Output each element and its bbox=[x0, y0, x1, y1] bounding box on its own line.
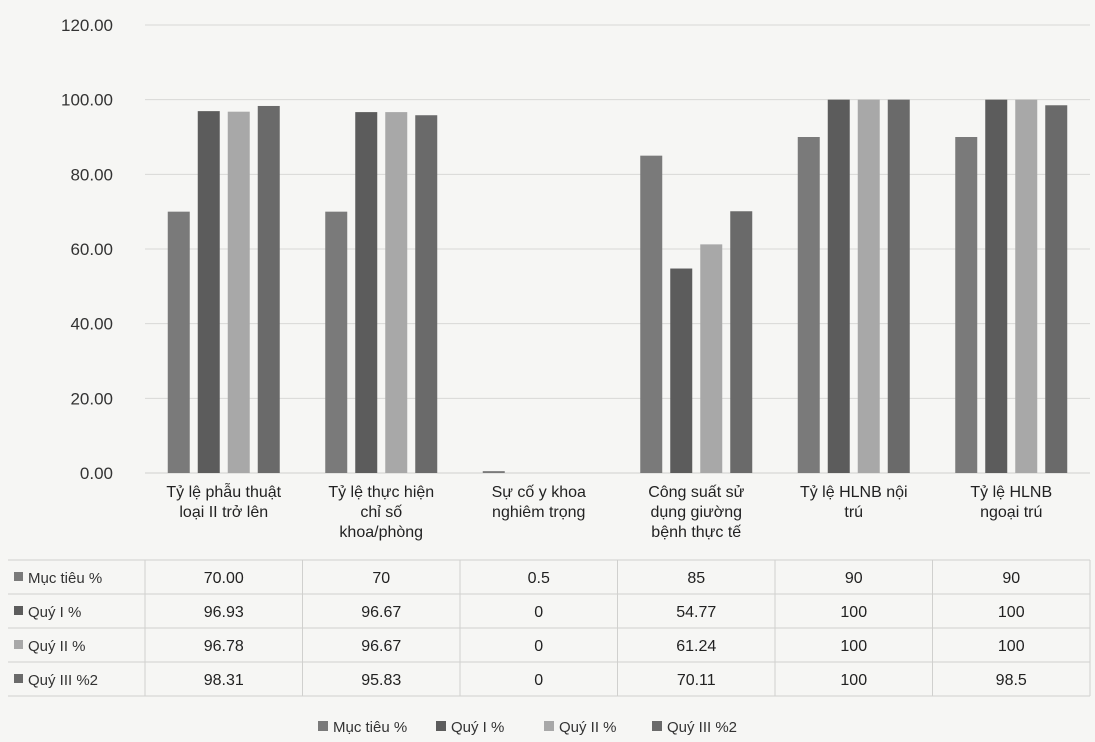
table-cell: 70.11 bbox=[677, 672, 716, 689]
bar bbox=[197, 111, 220, 474]
table-cell: 95.83 bbox=[361, 672, 401, 689]
legend-label: Quý III %2 bbox=[667, 719, 737, 736]
bars bbox=[167, 99, 1068, 474]
x-category-label: Tỷ lệ HLNB ngoại trú bbox=[970, 484, 1052, 521]
table-cell: 100 bbox=[998, 604, 1025, 621]
bar bbox=[700, 244, 723, 473]
bar bbox=[257, 105, 280, 473]
bar bbox=[415, 115, 438, 473]
x-category-label: Tỷ lệ HLNB nội trú bbox=[800, 484, 908, 521]
table-row-swatch bbox=[14, 640, 23, 649]
table-row-swatch bbox=[14, 606, 23, 615]
bar bbox=[640, 155, 663, 473]
table-row-swatch bbox=[14, 674, 23, 683]
bar bbox=[482, 471, 505, 473]
legend: Mục tiêu % Quý I % Quý II % Quý III %2 bbox=[318, 719, 737, 736]
y-tick-label: 100.00 bbox=[61, 91, 113, 110]
y-axis-ticks: 0.00 20.00 40.00 60.00 80.00 100.00 120.00 bbox=[61, 16, 113, 483]
y-tick-label: 20.00 bbox=[70, 389, 113, 408]
table-cell: 70.00 bbox=[204, 570, 244, 587]
bar bbox=[797, 137, 820, 473]
table-cell: 85 bbox=[687, 570, 705, 587]
bar bbox=[730, 211, 753, 474]
y-tick-label: 40.00 bbox=[70, 315, 113, 334]
bar bbox=[355, 112, 378, 473]
table-cell: 61.24 bbox=[676, 638, 716, 655]
data-table: Mục tiêu % 70.00 70 0.5 85 90 90 Quý I % 96.93 96… bbox=[8, 559, 1091, 697]
x-category-label: Công suất sử dụng giường bệnh thực tế bbox=[648, 484, 744, 541]
table-cell: 100 bbox=[998, 638, 1025, 655]
table-cell: 98.31 bbox=[204, 672, 244, 689]
bar bbox=[857, 99, 880, 474]
y-tick-label: 0.00 bbox=[80, 464, 113, 483]
legend-swatch bbox=[652, 721, 662, 731]
table-row-label: Quý I % bbox=[28, 604, 81, 621]
bar bbox=[385, 112, 408, 473]
bar bbox=[227, 111, 250, 474]
table-row-swatch bbox=[14, 572, 23, 581]
bar bbox=[985, 99, 1008, 474]
bar bbox=[325, 211, 348, 473]
bar bbox=[670, 268, 693, 473]
table-cell: 98.5 bbox=[996, 672, 1027, 689]
table-cell: 0 bbox=[534, 672, 543, 689]
bar bbox=[167, 211, 190, 473]
bar bbox=[1045, 105, 1068, 474]
bar bbox=[827, 99, 850, 474]
table-cell: 96.67 bbox=[361, 638, 401, 655]
table-cell: 0.5 bbox=[528, 570, 550, 587]
x-category-label: Tỷ lệ phẫu thuật loại II trở lên bbox=[166, 482, 281, 521]
table-row-label: Quý III %2 bbox=[28, 672, 98, 689]
table-cell: 90 bbox=[1002, 570, 1020, 587]
legend-label: Mục tiêu % bbox=[333, 719, 407, 736]
y-tick-label: 120.00 bbox=[61, 16, 113, 35]
legend-label: Quý II % bbox=[559, 719, 617, 736]
table-cell: 100 bbox=[840, 638, 867, 655]
legend-label: Quý I % bbox=[451, 719, 504, 736]
table-cell: 70 bbox=[372, 570, 390, 587]
table-cell: 96.93 bbox=[204, 604, 244, 621]
table-cell: 100 bbox=[840, 672, 867, 689]
legend-swatch bbox=[544, 721, 554, 731]
bar bbox=[955, 137, 978, 473]
x-category-label: Tỷ lệ thực hiện chỉ số khoa/phòng bbox=[328, 484, 434, 541]
table-cell: 96.78 bbox=[204, 638, 244, 655]
table-cell: 54.77 bbox=[676, 604, 716, 621]
bar bbox=[1015, 99, 1038, 474]
table-cell: 96.67 bbox=[361, 604, 401, 621]
table-cell: 0 bbox=[534, 638, 543, 655]
legend-swatch bbox=[318, 721, 328, 731]
gridlines bbox=[145, 24, 1090, 474]
table-row-label: Quý II % bbox=[28, 638, 86, 655]
table-cell: 0 bbox=[534, 604, 543, 621]
legend-swatch bbox=[436, 721, 446, 731]
bar bbox=[887, 99, 910, 474]
table-cell: 100 bbox=[840, 604, 867, 621]
y-tick-label: 80.00 bbox=[70, 165, 113, 184]
table-cell: 90 bbox=[845, 570, 863, 587]
y-tick-label: 60.00 bbox=[70, 240, 113, 259]
x-category-label: Sự cố y khoa nghiêm trọng bbox=[492, 484, 586, 521]
category-labels: Tỷ lệ phẫu thuật loại II trở lên Tỷ lệ thự… bbox=[166, 482, 1052, 541]
table-row-label: Mục tiêu % bbox=[28, 570, 102, 587]
